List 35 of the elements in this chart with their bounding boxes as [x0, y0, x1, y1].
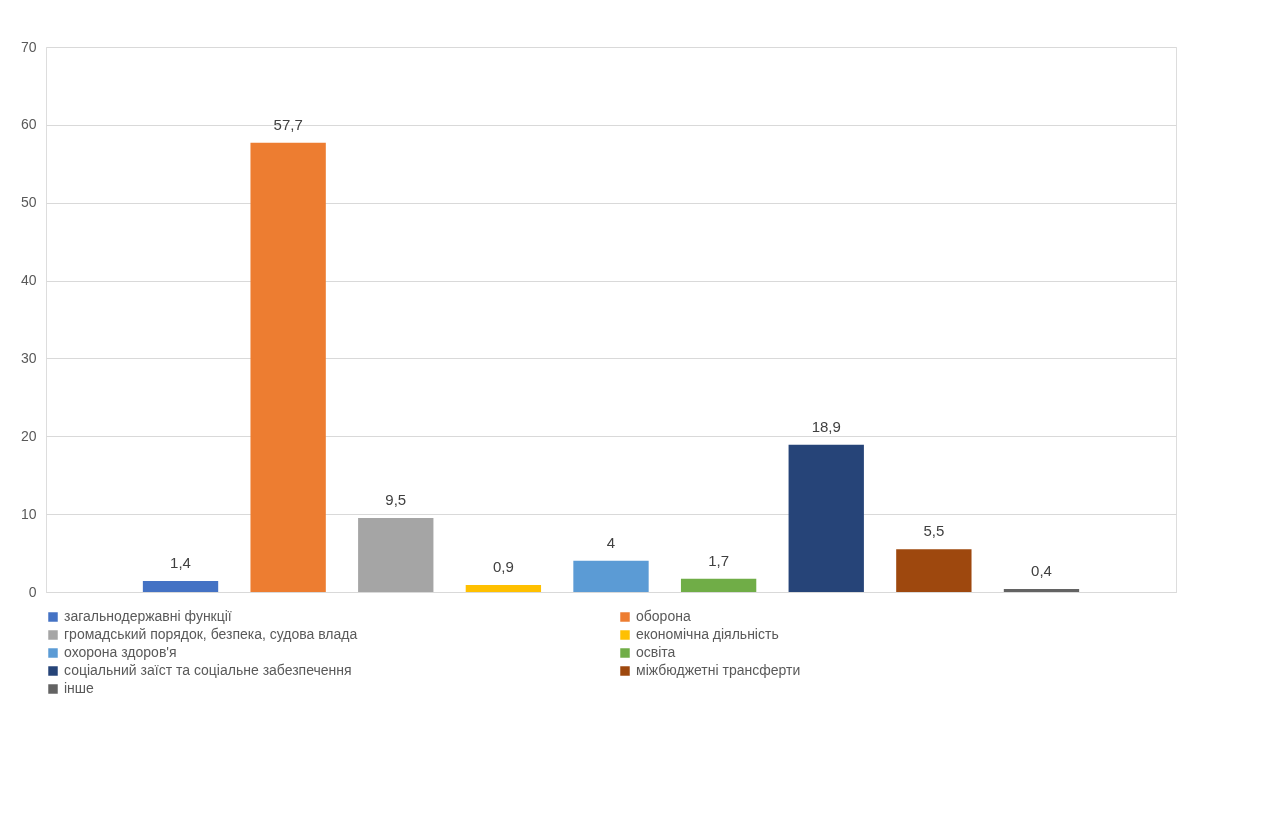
y-tick-label: 0 — [28, 583, 37, 600]
legend-label: економічна діяльність — [636, 626, 779, 642]
data-label: 0,9 — [492, 557, 514, 575]
legend-label: охорона здоров'я — [64, 644, 177, 660]
data-label: 9,5 — [385, 491, 407, 509]
bar — [358, 518, 434, 592]
legend-label: соціальний заїст та соціальне забезпечення — [64, 662, 352, 678]
legend-label: інше — [64, 680, 95, 696]
bar — [465, 584, 542, 592]
y-tick-label: 60 — [20, 116, 37, 133]
bar — [142, 581, 219, 592]
y-tick-label: 10 — [20, 505, 37, 522]
data-label: 18,9 — [811, 417, 841, 435]
bar — [573, 560, 649, 592]
legend-label: міжбюджетні трансферти — [636, 662, 801, 678]
y-tick-label: 40 — [20, 272, 37, 289]
legend-label: оборона — [636, 608, 691, 624]
y-tick-label: 20 — [20, 427, 37, 444]
legend-label: освіта — [636, 644, 676, 660]
bar — [250, 142, 326, 592]
bar — [788, 444, 864, 592]
legend-label: громадський порядок, безпека, судова влада — [64, 626, 358, 642]
data-label: 1,4 — [170, 554, 191, 572]
y-tick-label: 50 — [20, 194, 37, 211]
data-label: 1,7 — [708, 551, 730, 569]
bar — [680, 578, 757, 592]
y-tick-label: 30 — [20, 349, 37, 366]
data-label: 0,4 — [1031, 561, 1052, 579]
data-label: 5,5 — [923, 522, 945, 540]
bar — [1003, 588, 1080, 592]
legend-label: загальнодержавні функції — [64, 608, 232, 624]
data-label: 57,7 — [273, 115, 303, 133]
y-tick-label: 70 — [20, 38, 37, 55]
data-label: 4 — [606, 533, 616, 551]
bar — [896, 549, 972, 592]
